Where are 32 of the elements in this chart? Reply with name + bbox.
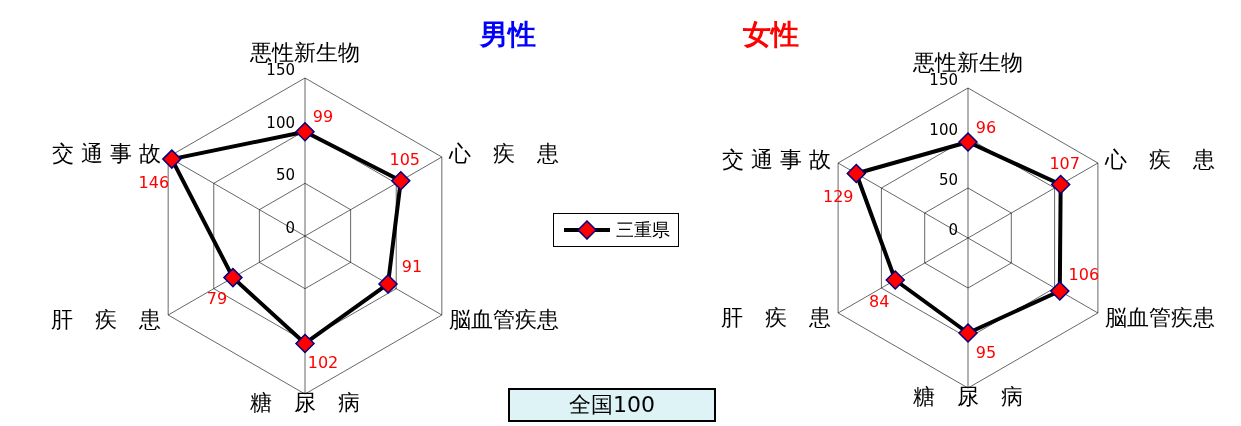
spoke-label: 肝 疾 患 [51,306,162,332]
data-label: 84 [869,291,890,311]
chart-title: 男性 [480,17,536,53]
spoke-label: 糖 尿 病 [250,389,360,415]
legend-label: 三重県 [616,218,670,242]
y-tick-label: 100 [929,121,958,139]
y-tick-label: 0 [948,221,958,239]
spoke-label: 糖 尿 病 [913,383,1023,409]
spoke-label: 心 疾 患 [447,140,559,166]
data-label: 107 [1049,154,1080,173]
spoke-label: 肝 疾 患 [721,304,832,330]
data-label: 129 [823,187,854,206]
data-label: 91 [401,257,423,277]
y-tick-label: 100 [266,113,295,132]
spoke-label: 脳血管疾患 [1104,304,1215,330]
spoke-label: 交 通 事 故 [722,146,832,172]
data-label: 99 [312,107,334,127]
data-label: 95 [975,342,997,362]
data-label: 106 [1068,264,1100,284]
spoke-label: 心 疾 患 [1103,146,1215,172]
spoke-label: 交 通 事 故 [52,140,162,166]
data-label: 146 [138,172,170,192]
data-label: 79 [206,289,228,309]
data-label: 102 [307,352,339,372]
y-tick-label: 0 [285,219,295,237]
data-label: 96 [975,117,997,137]
text: 全国100 [508,388,716,422]
spoke-label: 脳血管疾患 [448,306,559,332]
y-tick-label: 50 [938,171,958,189]
chart-title: 女性 [743,17,799,53]
data-label: 105 [389,150,421,170]
y-tick-label: 50 [275,166,295,185]
